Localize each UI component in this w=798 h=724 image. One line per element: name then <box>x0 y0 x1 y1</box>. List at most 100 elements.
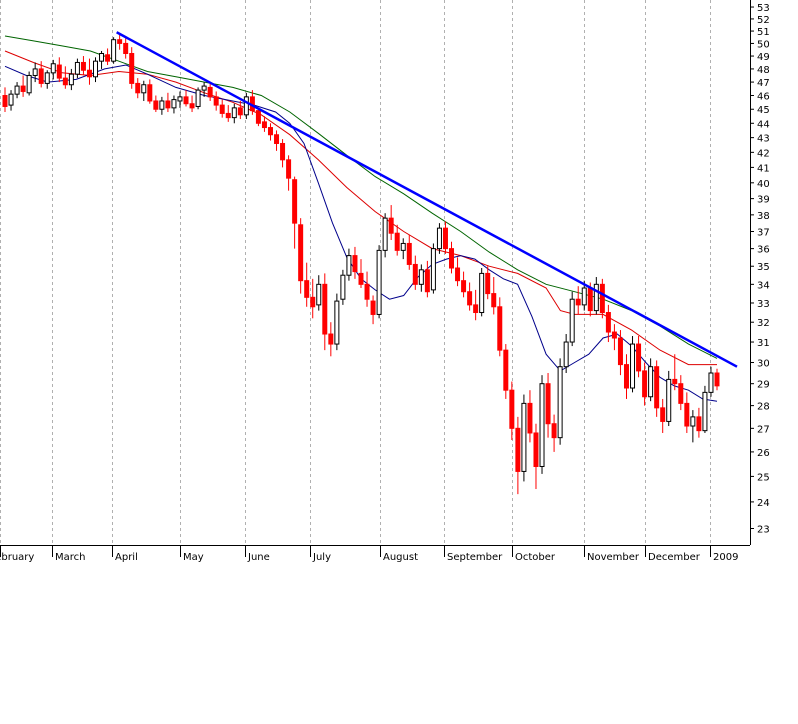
candle-body <box>551 423 557 439</box>
candle <box>569 291 575 347</box>
moving-average-mid <box>4 50 717 366</box>
candle-body <box>388 217 394 234</box>
candle <box>255 107 261 127</box>
candle <box>56 57 62 83</box>
ma-short-line <box>4 64 718 402</box>
candle <box>74 58 80 79</box>
candle-body <box>617 337 623 366</box>
candle <box>267 123 273 141</box>
candle <box>539 375 545 474</box>
x-tick-label: March <box>55 552 85 563</box>
candle <box>599 278 605 319</box>
candle <box>123 38 129 59</box>
x-tick-label: October <box>515 552 556 563</box>
candle <box>322 273 328 351</box>
candle-body <box>159 100 165 110</box>
candle-body <box>382 217 388 251</box>
candle-body <box>424 269 430 293</box>
x-tick-label: September <box>447 552 503 563</box>
candle-body <box>370 300 376 315</box>
candle <box>298 218 304 294</box>
x-tick-label: 2009 <box>713 552 738 563</box>
candle-body <box>86 69 92 78</box>
candle-body <box>304 280 310 298</box>
candle <box>449 241 455 274</box>
candle <box>38 61 44 88</box>
candle <box>141 80 147 101</box>
candle-body <box>129 53 135 84</box>
candle <box>2 87 8 113</box>
candle <box>274 130 280 151</box>
candle <box>708 366 714 397</box>
candle <box>617 330 623 376</box>
x-tick-label: August <box>383 552 418 563</box>
candle <box>696 407 702 438</box>
candle-body <box>418 269 424 285</box>
candle <box>201 82 207 97</box>
candle-body <box>376 249 382 315</box>
candle-body <box>479 272 485 314</box>
candle-body <box>442 227 448 250</box>
candle-body <box>117 39 123 44</box>
candle <box>50 59 56 80</box>
x-tick-label: June <box>247 552 270 563</box>
candle-body <box>328 333 334 345</box>
y-tick-label: 31 <box>757 338 770 349</box>
candle-body <box>515 427 521 472</box>
candle <box>654 360 660 417</box>
candle <box>213 91 219 111</box>
candle-body <box>623 364 629 389</box>
candle <box>183 90 189 107</box>
x-axis-ticks: February March April May June July August Septe… <box>0 545 738 563</box>
candle <box>678 375 684 411</box>
candle-body <box>346 255 352 276</box>
candle <box>99 50 105 69</box>
y-tick-label: 45 <box>757 105 770 116</box>
candle <box>346 248 352 281</box>
candle <box>642 362 648 406</box>
candle <box>310 278 316 319</box>
candle-body <box>135 82 141 94</box>
candle-body <box>533 432 539 467</box>
candle-body <box>648 366 654 398</box>
candle-body <box>461 280 467 293</box>
candle <box>521 394 527 482</box>
candle <box>159 96 165 115</box>
candle <box>503 344 509 399</box>
y-tick-label: 49 <box>757 52 770 63</box>
candle-body <box>2 95 8 107</box>
candle-body <box>539 383 545 467</box>
candle <box>32 62 38 83</box>
candle-body <box>557 366 563 439</box>
candle <box>189 95 195 113</box>
y-tick-label: 32 <box>757 318 770 329</box>
candle-body <box>74 61 80 75</box>
candle <box>666 370 672 427</box>
y-tick-label: 28 <box>757 402 770 413</box>
candle <box>316 275 322 311</box>
candle <box>611 324 617 351</box>
y-tick-label: 29 <box>757 380 770 391</box>
candle-body <box>642 370 648 398</box>
candle-body <box>123 42 129 55</box>
candle-body <box>219 104 225 114</box>
candle <box>225 105 231 122</box>
y-tick-label: 37 <box>757 228 770 239</box>
candle-body <box>80 61 86 71</box>
candle-body <box>636 343 642 372</box>
candle-body <box>255 110 261 124</box>
candle-body <box>141 84 147 94</box>
candle-body <box>147 84 153 102</box>
axes-group <box>0 0 751 546</box>
candle-body <box>696 416 702 432</box>
candle-body <box>99 53 105 62</box>
y-tick-label: 39 <box>757 195 770 206</box>
y-tick-label: 24 <box>757 498 770 509</box>
candle-body <box>340 274 346 300</box>
candle-body <box>68 73 74 86</box>
x-tick-label: November <box>587 552 640 563</box>
candle-body <box>364 283 370 300</box>
y-tick-label: 36 <box>757 245 770 256</box>
